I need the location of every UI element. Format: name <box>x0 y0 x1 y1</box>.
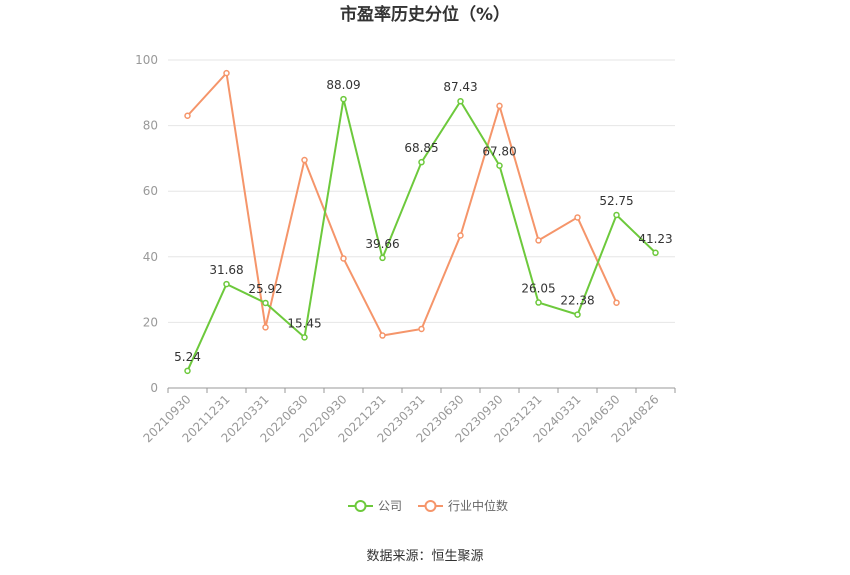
data-label: 87.43 <box>443 80 477 94</box>
legend-label: 行业中位数 <box>448 498 508 513</box>
y-tick-label: 60 <box>143 184 158 198</box>
data-point-industry-median <box>496 102 503 110</box>
source-note: 数据来源：恒生聚源 <box>366 549 483 564</box>
data-point-company <box>457 97 464 105</box>
data-point-industry-median <box>457 232 464 239</box>
data-point-industry-median <box>223 69 230 77</box>
data-point-industry-median <box>262 324 269 331</box>
data-point-company <box>574 311 581 318</box>
series-line-industry-median <box>186 70 618 337</box>
legend-label: 公司 <box>378 499 402 513</box>
data-label: 25.92 <box>248 282 282 296</box>
data-point-industry-median <box>184 112 191 120</box>
data-point-industry-median <box>535 237 542 244</box>
data-label: 52.75 <box>599 194 633 208</box>
data-point-industry-median <box>418 325 425 333</box>
data-label: 22.38 <box>560 294 594 308</box>
data-point-company <box>184 367 191 375</box>
legend-item-company[interactable]: 公司 <box>348 499 402 513</box>
data-point-company <box>301 334 308 341</box>
data-point-industry-median <box>301 156 308 164</box>
data-label: 39.66 <box>365 237 399 251</box>
data-point-industry-median <box>574 214 581 221</box>
y-tick-label: 40 <box>143 250 158 264</box>
y-axis: 0 20 40 60 80 100 <box>135 53 158 395</box>
legend[interactable]: 公司 行业中位数 <box>348 498 508 513</box>
data-point-industry-median <box>340 255 347 262</box>
legend-marker <box>424 500 437 512</box>
data-label: 5.24 <box>174 350 201 364</box>
x-axis: 2021093020211231202203312022063020220930… <box>141 387 676 445</box>
chart-title: 市盈率历史分位（%） <box>340 4 510 25</box>
data-point-company <box>379 254 386 262</box>
y-tick-label: 100 <box>135 53 158 67</box>
data-label: 68.85 <box>404 141 438 155</box>
data-point-company <box>340 95 347 103</box>
data-point-industry-median <box>613 299 620 306</box>
legend-item-industry-median[interactable]: 行业中位数 <box>418 498 508 513</box>
data-point-company <box>652 249 659 257</box>
data-label: 26.05 <box>521 282 555 296</box>
series-layer <box>184 69 659 375</box>
data-point-company <box>613 211 620 219</box>
data-point-industry-median <box>379 332 386 339</box>
y-tick-label: 80 <box>143 119 158 133</box>
data-label: 15.45 <box>287 316 321 330</box>
data-label: 88.09 <box>326 78 360 92</box>
grid-lines <box>168 59 675 323</box>
data-label: 31.68 <box>209 263 243 277</box>
data-point-company <box>535 299 542 306</box>
data-point-company <box>223 280 230 288</box>
data-point-company <box>262 299 269 307</box>
data-label: 41.23 <box>638 232 672 246</box>
y-tick-label: 0 <box>150 381 158 395</box>
data-label: 67.80 <box>482 145 516 159</box>
data-point-company <box>496 162 503 169</box>
data-labels: 5.24 31.68 25.92 15.45 88.09 39.66 68.85 87.43 6… <box>174 78 673 364</box>
data-point-company <box>418 158 425 166</box>
legend-marker <box>354 500 367 512</box>
y-tick-label: 20 <box>143 315 158 329</box>
